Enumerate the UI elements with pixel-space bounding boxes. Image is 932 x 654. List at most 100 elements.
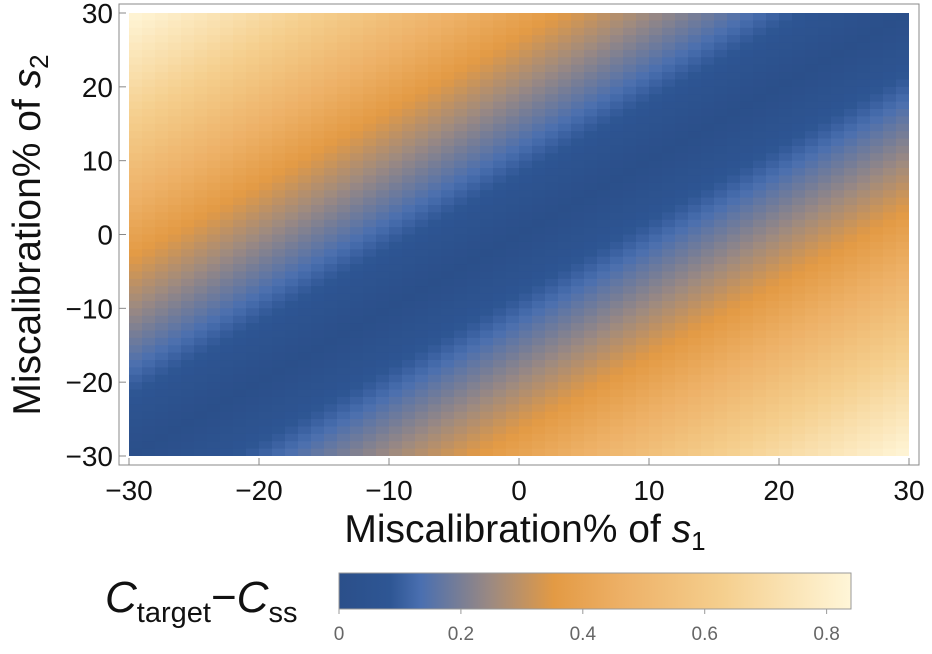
heatmap-cell bbox=[675, 153, 689, 162]
heatmap-cell bbox=[220, 138, 234, 147]
heatmap-cell bbox=[623, 448, 637, 456]
heatmap-cell bbox=[402, 160, 416, 169]
heatmap-cell bbox=[558, 433, 572, 442]
heatmap-cell bbox=[883, 86, 897, 95]
heatmap-cell bbox=[454, 160, 468, 169]
heatmap-cell bbox=[896, 278, 909, 287]
heatmap-cell bbox=[558, 441, 572, 450]
heatmap-cell bbox=[727, 168, 741, 177]
heatmap-cell bbox=[272, 175, 286, 184]
heatmap-cell bbox=[441, 13, 455, 21]
heatmap-cell bbox=[493, 404, 507, 413]
heatmap-cell bbox=[428, 360, 442, 368]
heatmap-cell bbox=[441, 345, 455, 354]
heatmap-cell bbox=[272, 49, 286, 58]
heatmap-cell bbox=[428, 419, 442, 428]
heatmap-cell bbox=[506, 337, 520, 346]
heatmap-cell bbox=[389, 360, 403, 368]
heatmap-cell bbox=[545, 13, 559, 21]
heatmap-cell bbox=[246, 13, 260, 21]
heatmap-cell bbox=[792, 264, 806, 273]
heatmap-cell bbox=[727, 227, 741, 236]
heatmap-cell bbox=[441, 278, 455, 287]
heatmap-cell bbox=[402, 153, 416, 162]
heatmap-cell bbox=[740, 389, 754, 398]
heatmap-cell bbox=[870, 190, 884, 199]
heatmap-cell bbox=[688, 256, 702, 265]
heatmap-cell bbox=[831, 42, 845, 51]
heatmap-cell bbox=[441, 123, 455, 132]
heatmap-cell bbox=[441, 116, 455, 125]
heatmap-cell bbox=[311, 389, 325, 398]
heatmap-cell bbox=[753, 360, 767, 368]
heatmap-cell bbox=[441, 404, 455, 413]
heatmap-cell bbox=[467, 94, 481, 103]
heatmap-cell bbox=[675, 271, 689, 280]
heatmap-cell bbox=[844, 249, 858, 258]
heatmap-cell bbox=[207, 323, 221, 332]
heatmap-cell bbox=[311, 86, 325, 95]
heatmap-cell bbox=[350, 300, 364, 309]
heatmap-cell bbox=[480, 448, 494, 456]
heatmap-cell bbox=[662, 382, 676, 391]
heatmap-cell bbox=[779, 138, 793, 147]
heatmap-cell bbox=[506, 256, 520, 265]
heatmap-cell bbox=[402, 190, 416, 199]
heatmap-cell bbox=[792, 79, 806, 88]
heatmap-cell bbox=[766, 108, 780, 117]
heatmap-cell bbox=[233, 264, 247, 273]
heatmap-cell bbox=[441, 27, 455, 36]
heatmap-cell bbox=[714, 411, 728, 420]
heatmap-cell bbox=[727, 360, 741, 368]
heatmap-cell bbox=[142, 72, 156, 81]
heatmap-cell bbox=[766, 286, 780, 295]
heatmap-cell bbox=[506, 42, 520, 51]
heatmap-cell bbox=[428, 49, 442, 58]
heatmap-cell bbox=[896, 116, 909, 125]
heatmap-cell bbox=[584, 49, 598, 58]
heatmap-cell bbox=[454, 94, 468, 103]
heatmap-cell bbox=[480, 42, 494, 51]
heatmap-cell bbox=[493, 293, 507, 302]
heatmap-cell bbox=[259, 433, 273, 442]
heatmap-cell bbox=[558, 123, 572, 132]
heatmap-cell bbox=[233, 389, 247, 398]
heatmap-cell bbox=[285, 131, 299, 140]
heatmap-cell bbox=[402, 175, 416, 184]
heatmap-cell bbox=[428, 278, 442, 287]
heatmap-cell bbox=[636, 426, 650, 435]
heatmap-cell bbox=[415, 360, 429, 368]
heatmap-cell bbox=[337, 27, 351, 36]
heatmap-cell bbox=[571, 293, 585, 302]
heatmap-cell bbox=[805, 123, 819, 132]
heatmap-cell bbox=[623, 20, 637, 29]
heatmap-cell bbox=[376, 448, 390, 456]
heatmap-cell bbox=[194, 300, 208, 309]
heatmap-cell bbox=[610, 94, 624, 103]
heatmap-cell bbox=[402, 219, 416, 228]
heatmap-cell bbox=[623, 345, 637, 354]
heatmap-cell bbox=[636, 64, 650, 73]
heatmap-cell bbox=[402, 182, 416, 191]
heatmap-cell bbox=[506, 389, 520, 398]
heatmap-cell bbox=[272, 27, 286, 36]
heatmap-cell bbox=[168, 426, 182, 435]
heatmap-cell bbox=[168, 264, 182, 273]
heatmap-cell bbox=[142, 448, 156, 456]
heatmap-cell bbox=[389, 138, 403, 147]
heatmap-cell bbox=[883, 249, 897, 258]
heatmap-cell bbox=[688, 315, 702, 324]
heatmap-cell bbox=[636, 175, 650, 184]
heatmap-cell bbox=[779, 286, 793, 295]
heatmap-cell bbox=[844, 57, 858, 66]
heatmap-cell bbox=[350, 227, 364, 236]
heatmap-cell bbox=[610, 382, 624, 391]
heatmap-cell bbox=[714, 153, 728, 162]
heatmap-cell bbox=[311, 396, 325, 405]
heatmap-cell bbox=[519, 175, 533, 184]
heatmap-cell bbox=[896, 330, 909, 339]
heatmap-cell bbox=[285, 197, 299, 206]
heatmap-cell bbox=[831, 433, 845, 442]
heatmap-cell bbox=[272, 101, 286, 110]
heatmap-cell bbox=[480, 249, 494, 258]
